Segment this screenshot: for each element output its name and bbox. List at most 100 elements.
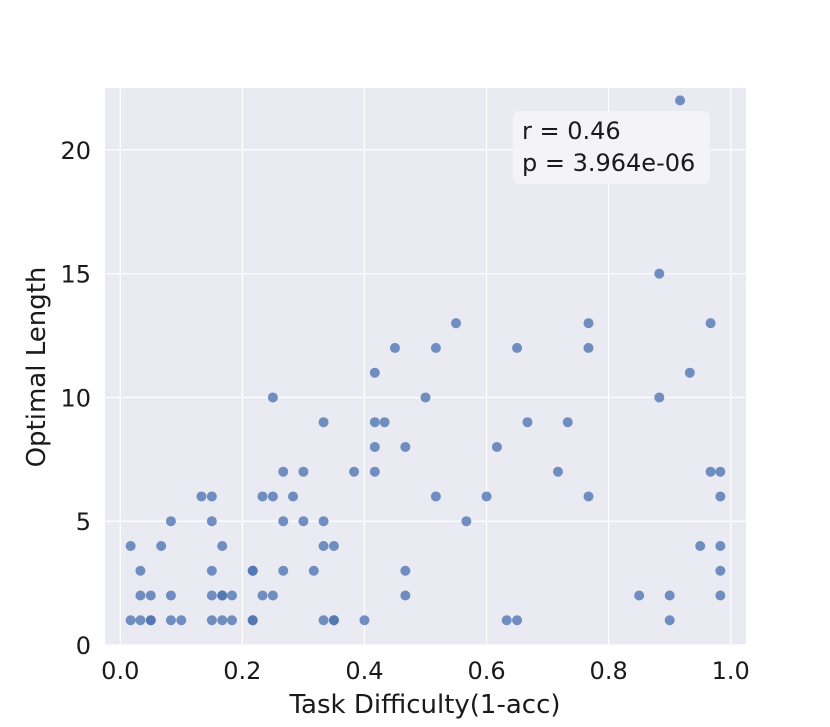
data-point — [125, 615, 136, 626]
data-point — [247, 565, 258, 576]
data-point — [206, 565, 217, 576]
data-point — [369, 367, 380, 378]
data-point — [420, 392, 431, 403]
data-point — [400, 565, 411, 576]
data-point — [226, 590, 237, 601]
y-axis-ticks: 0 5 10 15 20 — [60, 137, 91, 660]
data-point — [705, 318, 716, 329]
data-point — [684, 367, 695, 378]
data-point — [481, 491, 492, 502]
data-point — [359, 615, 370, 626]
data-point — [217, 615, 228, 626]
data-point — [583, 318, 594, 329]
data-point — [318, 417, 329, 428]
data-point — [512, 342, 523, 353]
x-tick-label: 0.4 — [345, 657, 383, 685]
data-point — [135, 590, 146, 601]
y-tick-label: 15 — [60, 261, 91, 289]
data-point — [522, 417, 533, 428]
data-point — [430, 342, 441, 353]
data-point — [278, 516, 289, 527]
x-tick-label: 1.0 — [712, 657, 750, 685]
data-point — [664, 615, 675, 626]
data-point — [217, 590, 228, 601]
data-point — [654, 268, 665, 279]
data-point — [206, 590, 217, 601]
x-tick-label: 0.8 — [590, 657, 628, 685]
y-tick-label: 10 — [60, 384, 91, 412]
data-point — [583, 342, 594, 353]
data-point — [715, 540, 726, 551]
data-point — [369, 417, 380, 428]
data-point — [125, 540, 136, 551]
data-point — [145, 615, 156, 626]
data-point — [176, 615, 187, 626]
data-point — [715, 565, 726, 576]
data-point — [267, 392, 278, 403]
data-point — [156, 540, 167, 551]
p-value-text: p = 3.964e-06 — [522, 149, 695, 177]
data-point — [654, 392, 665, 403]
data-point — [217, 540, 228, 551]
y-tick-label: 0 — [76, 632, 91, 660]
x-axis-ticks: 0.0 0.2 0.4 0.6 0.8 1.0 — [101, 657, 750, 685]
data-point — [165, 516, 176, 527]
data-point — [501, 615, 512, 626]
y-tick-label: 20 — [60, 137, 91, 165]
data-points — [125, 95, 726, 626]
data-point — [318, 615, 329, 626]
data-point — [247, 615, 258, 626]
data-point — [135, 615, 146, 626]
data-point — [369, 466, 380, 477]
data-point — [705, 466, 716, 477]
data-point — [664, 590, 675, 601]
data-point — [715, 491, 726, 502]
data-point — [379, 417, 390, 428]
data-point — [583, 491, 594, 502]
x-tick-label: 0.6 — [467, 657, 505, 685]
data-point — [451, 318, 462, 329]
data-point — [369, 441, 380, 452]
data-point — [145, 590, 156, 601]
data-point — [491, 441, 502, 452]
data-point — [328, 615, 339, 626]
correlation-r-text: r = 0.46 — [522, 117, 621, 145]
data-point — [562, 417, 573, 428]
x-axis-label: Task Difficulty(1-acc) — [288, 690, 560, 720]
data-point — [206, 615, 217, 626]
data-point — [318, 516, 329, 527]
annotation-box — [513, 111, 710, 184]
data-point — [135, 565, 146, 576]
data-point — [318, 540, 329, 551]
data-point — [165, 615, 176, 626]
data-point — [552, 466, 563, 477]
data-point — [298, 516, 309, 527]
data-point — [400, 441, 411, 452]
data-point — [349, 466, 360, 477]
y-axis-label: Optimal Length — [22, 267, 52, 468]
x-tick-label: 0.2 — [223, 657, 261, 685]
data-point — [430, 491, 441, 502]
data-point — [308, 565, 319, 576]
data-point — [196, 491, 207, 502]
data-point — [461, 516, 472, 527]
data-point — [675, 95, 686, 106]
data-point — [165, 590, 176, 601]
data-point — [278, 466, 289, 477]
y-tick-label: 5 — [76, 508, 91, 536]
data-point — [267, 491, 278, 502]
data-point — [257, 491, 268, 502]
data-point — [328, 540, 339, 551]
data-point — [278, 565, 289, 576]
data-point — [206, 491, 217, 502]
data-point — [298, 466, 309, 477]
correlation-annotation: r = 0.46 p = 3.964e-06 — [513, 111, 710, 184]
data-point — [634, 590, 645, 601]
data-point — [288, 491, 299, 502]
data-point — [257, 590, 268, 601]
data-point — [512, 615, 523, 626]
data-point — [715, 466, 726, 477]
data-point — [400, 590, 411, 601]
data-point — [389, 342, 400, 353]
x-tick-label: 0.0 — [101, 657, 139, 685]
